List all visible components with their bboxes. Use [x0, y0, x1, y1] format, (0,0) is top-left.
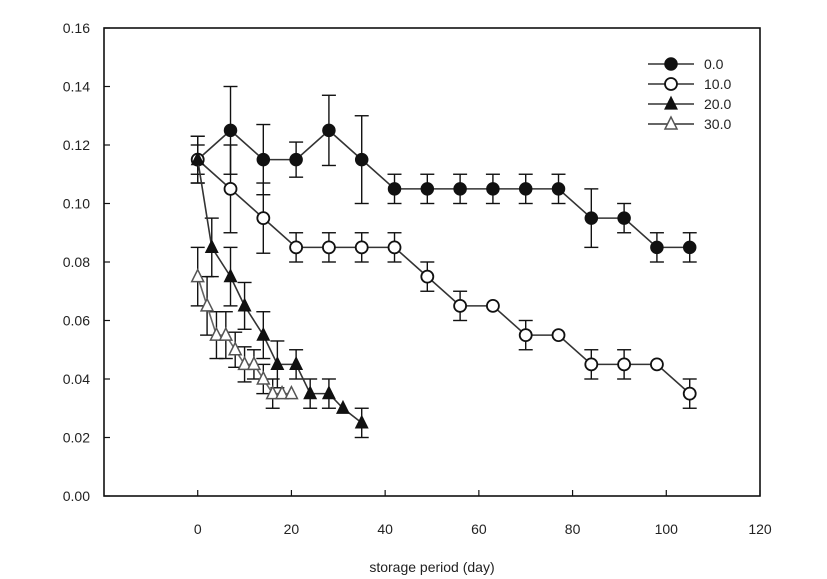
- data-point: [387, 182, 402, 196]
- series-line: [196, 159, 363, 424]
- data-point: [551, 182, 566, 196]
- data-point: [321, 385, 336, 400]
- data-point: [486, 182, 500, 196]
- data-point: [617, 211, 631, 225]
- data-point: [265, 384, 280, 400]
- data-point: [256, 370, 271, 385]
- legend-label: 20.0: [704, 96, 731, 112]
- series-2: [190, 135, 369, 439]
- data-point: [486, 298, 500, 313]
- x-tick-label: 120: [748, 521, 772, 537]
- y-tick-label: 0.02: [63, 430, 90, 446]
- series-1: [190, 144, 697, 409]
- y-tick-label: 0.06: [63, 313, 90, 329]
- data-point: [190, 151, 205, 166]
- legend-label: 30.0: [704, 116, 731, 132]
- data-point: [420, 269, 435, 284]
- data-point: [284, 384, 299, 400]
- data-point: [270, 356, 285, 370]
- y-tick-label: 0.16: [63, 20, 90, 36]
- data-point: [256, 152, 271, 167]
- legend-marker: [663, 115, 679, 130]
- data-point: [256, 326, 271, 341]
- y-tick-label: 0.00: [63, 488, 90, 504]
- data-point: [682, 240, 697, 255]
- data-point: [303, 385, 318, 400]
- data-point: [650, 240, 664, 255]
- x-axis-label: storage period (day): [369, 559, 494, 575]
- data-point: [518, 328, 533, 343]
- data-point: [289, 356, 304, 370]
- legend-marker: [664, 95, 678, 110]
- legend-marker: [664, 77, 678, 91]
- data-point: [584, 211, 599, 225]
- data-point: [387, 240, 402, 255]
- data-point: [354, 240, 369, 255]
- data-point: [518, 182, 533, 196]
- data-point: [227, 341, 243, 356]
- y-tick-label: 0.08: [63, 254, 90, 270]
- x-tick-label: 20: [284, 521, 300, 537]
- legend-label: 0.0: [704, 56, 724, 72]
- data-point: [322, 123, 336, 138]
- data-point: [209, 326, 224, 341]
- data-point: [682, 386, 697, 401]
- data-point: [199, 297, 215, 312]
- data-point: [190, 267, 205, 283]
- y-tick-label: 0.10: [63, 196, 90, 212]
- data-point: [453, 298, 468, 313]
- data-point: [289, 240, 304, 255]
- y-tick-label: 0.14: [63, 79, 90, 95]
- data-point: [218, 326, 234, 341]
- series-3: [190, 246, 299, 409]
- x-tick-label: 40: [377, 521, 393, 537]
- data-point: [650, 357, 664, 372]
- data-point: [322, 240, 336, 255]
- series-line: [197, 159, 691, 395]
- data-point: [223, 123, 238, 138]
- data-point: [453, 182, 467, 196]
- data-point: [246, 355, 262, 371]
- data-point: [354, 152, 369, 167]
- series-layer: [190, 85, 697, 439]
- y-tick-labels: 0.00 0.02 0.04 0.06 0.08 0.10 0.12 0.14 0.16: [63, 20, 90, 504]
- x-tick-label: 60: [471, 521, 487, 537]
- data-point: [584, 357, 599, 372]
- data-point: [237, 297, 252, 312]
- tick-marks: [104, 27, 761, 497]
- x-tick-labels: 0 20 40 60 80 100 120: [194, 521, 772, 537]
- x-tick-label: 80: [565, 521, 581, 537]
- y-tick-label: 0.12: [63, 137, 90, 153]
- data-point: [551, 328, 566, 343]
- legend-label: 10.0: [704, 76, 731, 92]
- data-point: [420, 182, 435, 196]
- data-point: [289, 152, 303, 167]
- series-line: [197, 129, 690, 249]
- data-point: [204, 239, 219, 253]
- data-point: [274, 384, 290, 400]
- data-point: [223, 181, 238, 196]
- data-point: [336, 399, 350, 414]
- data-point: [256, 211, 271, 226]
- x-tick-label: 100: [655, 521, 679, 537]
- legend: 0.0 10.0 20.0 30.0: [648, 56, 731, 132]
- legend-marker: [664, 57, 678, 71]
- data-point: [223, 268, 238, 283]
- data-point: [617, 357, 632, 372]
- y-tick-label: 0.04: [63, 371, 90, 387]
- series-0: [190, 85, 697, 263]
- x-tick-label: 0: [194, 521, 202, 537]
- data-point: [354, 414, 369, 429]
- data-point: [237, 355, 252, 371]
